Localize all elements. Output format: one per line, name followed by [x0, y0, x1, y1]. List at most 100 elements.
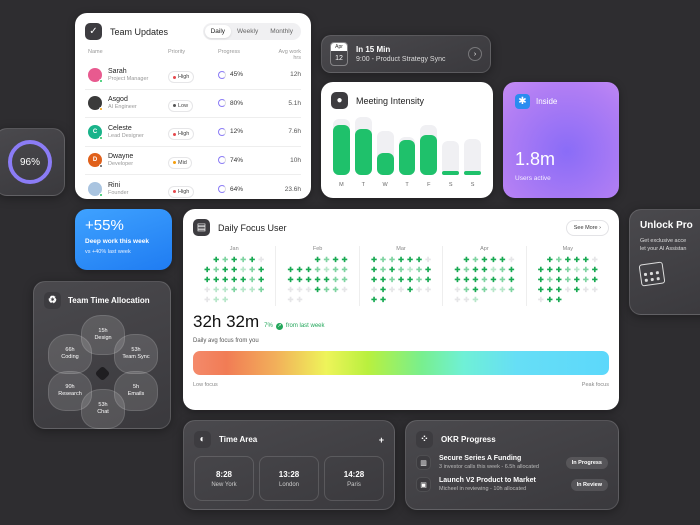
bar-5: [442, 141, 460, 175]
avatar: [88, 96, 103, 112]
chart-icon: ▥: [416, 455, 431, 470]
low-focus-label: Low focus: [193, 382, 218, 388]
progress-value: 74%: [230, 156, 244, 164]
time-zone-paris[interactable]: 14:28 Paris: [324, 456, 384, 501]
card-title: Inside: [536, 97, 558, 106]
table-row[interactable]: C Celeste Lead Designer High 12% 7.6h: [85, 118, 301, 147]
petal-coding[interactable]: 66h Coding: [48, 334, 92, 374]
inside-card: ✱ Inside 1.8m Users active: [503, 82, 619, 198]
month-mar: Mar ✚ ✚ ✚ ✚ ✚ ✚ ✚ ✚ ✚ ✚ ✚ ✚ ✚ ✚ ✚ ✚ ✚ ✚ ✚ ✚ ✚ ✚ ✚ ✚ ✚ ✚ ✚ ✚ ✚ ✚: [360, 246, 444, 306]
progress-ring-icon: [218, 156, 226, 165]
person-cell: D Dwayne Developer: [88, 153, 168, 169]
peak-focus-label: Peak focus: [581, 382, 609, 388]
card-title: Daily Focus User: [218, 222, 287, 233]
calendar-icon: Apr 12: [330, 42, 348, 66]
chevron-right-icon[interactable]: ›: [468, 47, 482, 61]
petal-team-sync[interactable]: 53h Team Sync: [114, 334, 158, 374]
progress-ring-icon: [218, 70, 226, 79]
check-circle-icon: ✓: [85, 23, 102, 40]
person-name: Sarah: [108, 67, 127, 75]
calendar-day: 12: [335, 55, 343, 62]
users-active-label: Users active: [515, 175, 551, 182]
progress-value: 45%: [230, 71, 244, 79]
priority-label: High: [178, 74, 190, 81]
team-updates-card: ✓ Team Updates Daily Weekly Monthly Name…: [75, 13, 311, 199]
segment-label: Emails: [127, 391, 145, 397]
hours-value: 7.6h: [288, 128, 301, 136]
zone-time: 13:28: [278, 469, 300, 479]
focus-subtitle: Daily avg focus from you: [193, 338, 259, 344]
person-role: Project Manager: [108, 75, 149, 82]
recycle-icon: ♻: [44, 292, 61, 309]
avatar: [88, 67, 103, 83]
segment-label: Design: [94, 335, 112, 341]
okr-subtitle: Micheel in reviewing - 10h allocated: [439, 486, 527, 492]
tab-weekly[interactable]: Weekly: [237, 28, 259, 35]
bar-4: [420, 125, 438, 175]
bar-6: [464, 139, 482, 175]
zone-city: New York: [211, 481, 237, 488]
tab-daily[interactable]: Daily: [204, 25, 232, 38]
time-zone-london[interactable]: 13:28 London: [259, 456, 319, 501]
person-cell: C Celeste Lead Designer: [88, 124, 168, 140]
col-name: Name: [88, 49, 103, 55]
progress-cell: 12%: [218, 127, 278, 136]
table-row[interactable]: Asgod AI Engineer Low 80% 5.1h: [85, 90, 301, 118]
time-zone-new-york[interactable]: 8:28 New York: [194, 456, 254, 501]
deep-work-card: +55% Deep work this week vs +40% last we…: [75, 209, 172, 270]
focus-heatmap: Jan✚✚✚✚✚✚✚✚✚✚✚✚✚✚✚✚✚✚✚✚✚✚✚✚✚✚✚✚✚✚✚Feb✚✚✚…: [193, 246, 609, 306]
focus-gradient-bar: [193, 351, 609, 375]
person-name: Asgod: [108, 96, 128, 104]
priority-label: Low: [178, 102, 189, 109]
tab-monthly[interactable]: Monthly: [270, 28, 293, 35]
add-zone-button[interactable]: +: [378, 434, 384, 445]
month-jan: Jan✚✚✚✚✚✚✚✚✚✚✚✚✚✚✚✚✚✚✚✚✚✚✚✚✚✚✚✚✚✚✚: [193, 246, 277, 306]
day-label: W: [382, 182, 388, 188]
calendar-icon: ▤: [193, 219, 210, 236]
segment-label: Chat: [97, 409, 109, 415]
unlock-pro-card[interactable]: Unlock Pro Get exclusive acce let your A…: [629, 209, 700, 315]
col-hours: Avg work hrs: [278, 49, 301, 61]
month-feb: Feb✚✚✚✚✚✚✚✚✚✚✚✚✚✚✚✚✚✚✚✚✚✚✚✚✚✚✚✚✚✚: [276, 246, 360, 306]
progress-cell: 64%: [218, 185, 278, 194]
okr-item[interactable]: ▣ Launch V2 Product to Market Micheel in…: [416, 477, 608, 492]
col-progress: Progress: [218, 49, 241, 55]
progress-cell: 80%: [218, 99, 278, 108]
unlock-title: Unlock Pro: [640, 220, 693, 231]
person-role: Founder: [108, 190, 129, 197]
completion-value: 96%: [19, 156, 40, 168]
bar-chart: [331, 117, 483, 175]
avatar-initial: D: [92, 157, 98, 164]
priority-label: High: [178, 188, 190, 195]
status-dot: [99, 107, 103, 112]
period-segmented-control: Daily Weekly Monthly: [202, 23, 301, 40]
status-badge: In Progress: [565, 456, 608, 469]
status-badge: In Review: [570, 478, 608, 491]
upcoming-meeting-card[interactable]: Apr 12 In 15 Min 9:00 - Product Strategy…: [321, 35, 491, 73]
see-more-label: See More: [573, 224, 598, 231]
person-role: Lead Designer: [108, 132, 144, 139]
table-row[interactable]: D Dwayne Developer Mid 74% 10h: [85, 147, 301, 175]
segment-value: 15h: [98, 328, 108, 334]
petal-research[interactable]: 90h Research: [48, 371, 92, 411]
progress-value: 12%: [230, 128, 244, 136]
okr-item[interactable]: ▥ Secure Series A Funding 3 investor cal…: [416, 455, 608, 470]
daily-focus-card: ▤ Daily Focus User See More › Jan ✚ ✚ ✚ ✚ ✚ ✚ ✚…: [183, 209, 619, 410]
table-row[interactable]: Rini Founder High 64% 23.6h: [85, 175, 301, 204]
col-priority: Priority: [168, 49, 186, 55]
person-name: Dwayne: [108, 153, 134, 161]
hours-value: 12h: [290, 71, 301, 79]
table-row[interactable]: Sarah Project Manager High 45% 12h: [85, 61, 301, 90]
status-dot: [99, 164, 103, 169]
month-label: Feb: [312, 246, 323, 252]
zone-city: Paris: [347, 481, 361, 488]
clapperboard-icon: [638, 261, 666, 287]
priority-badge: High: [168, 71, 195, 84]
day-label: T: [405, 182, 409, 188]
user-icon: ●: [331, 92, 348, 109]
inside-logo-icon: ✱: [515, 94, 530, 109]
progress-cell: 45%: [218, 70, 278, 79]
see-more-button[interactable]: See More ›: [565, 219, 609, 236]
priority-badge: Mid: [168, 156, 192, 169]
